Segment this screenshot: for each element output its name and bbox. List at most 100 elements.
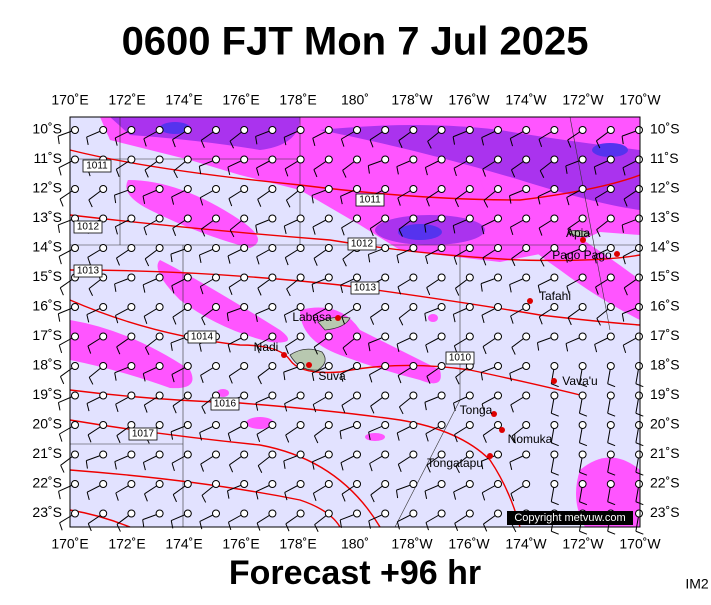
barb-station <box>550 391 559 400</box>
barb-flag <box>567 139 572 148</box>
barb-flag <box>510 404 514 413</box>
barb-flag <box>551 530 559 535</box>
barb-station <box>494 509 502 518</box>
barb-flag <box>426 376 431 384</box>
barb-flag <box>398 317 404 326</box>
barb-station <box>240 303 249 311</box>
barb-flag <box>57 402 61 411</box>
place-dot <box>614 251 620 257</box>
barb-station <box>381 273 390 282</box>
lat-label-right: 18˚S <box>650 357 680 373</box>
barb-station <box>465 509 474 518</box>
barb-station <box>155 480 164 488</box>
rain-moderate <box>110 117 640 245</box>
barb-station <box>240 450 249 459</box>
barb-station <box>324 480 333 488</box>
barb-flag <box>229 229 235 238</box>
barb-flag <box>229 140 235 149</box>
barb-station <box>268 509 277 518</box>
barb-station <box>99 214 108 223</box>
barb-station <box>324 362 333 370</box>
barb-flag <box>510 169 516 178</box>
barb-station <box>71 155 79 164</box>
lat-label-right: 12˚S <box>650 180 680 196</box>
barb-station <box>296 480 305 488</box>
place-dot <box>551 378 557 384</box>
barb-station <box>240 185 249 193</box>
barb-flag <box>201 406 206 414</box>
place-dot <box>491 411 497 417</box>
barb-flag <box>369 463 373 472</box>
barb-station <box>268 244 277 252</box>
barb-station <box>494 450 502 459</box>
barb-flag <box>607 501 616 506</box>
isobars <box>69 149 641 528</box>
barb-flag <box>313 346 318 355</box>
isobar-label-box <box>355 193 385 207</box>
barb-station <box>606 450 615 459</box>
lat-label-left: 17˚S <box>32 327 62 343</box>
lat-label-left: 20˚S <box>32 416 62 432</box>
barb-station <box>268 185 277 193</box>
barb-flag <box>509 373 512 382</box>
barb-station <box>465 126 474 134</box>
place-dot <box>527 298 533 304</box>
barb-station <box>127 273 136 282</box>
barb-flag <box>312 226 316 235</box>
place-name: Apia <box>566 226 590 240</box>
barb-station <box>99 332 108 341</box>
barb-station <box>437 126 446 134</box>
barb-station <box>381 509 390 518</box>
lon-label-top: 176˚E <box>222 92 259 108</box>
barb-flag <box>172 405 177 414</box>
barb-station <box>353 480 361 488</box>
barb-flag <box>57 136 60 145</box>
lon-label-top: 176˚W <box>448 92 490 108</box>
isobar-label: 1016 <box>214 399 237 410</box>
barb-flag <box>594 344 598 353</box>
barb-station <box>635 244 643 252</box>
barb-flag <box>59 287 64 296</box>
barb-station <box>155 273 164 282</box>
barb-station <box>494 303 502 311</box>
barb-station <box>409 273 418 282</box>
map-area: 1011 1011 1012 1012 1013 1013 1014 1010 1016 1017… <box>57 116 644 535</box>
barb-flag <box>114 461 117 470</box>
barb-flag <box>511 347 516 355</box>
barb-flag <box>227 166 231 176</box>
barb-flag <box>284 492 288 501</box>
barb-flag <box>144 169 149 178</box>
barb-flag <box>455 465 460 474</box>
place-name: Tongatapu <box>427 456 483 470</box>
barb-flag <box>255 402 259 411</box>
barb-flag <box>370 494 375 503</box>
barb-station <box>183 362 192 370</box>
barb-station <box>99 303 108 311</box>
barb-flag <box>313 435 319 444</box>
barb-flag <box>116 435 121 444</box>
lon-label-top: 178˚E <box>279 92 316 108</box>
barb-flag <box>312 315 316 324</box>
barb-station <box>268 421 277 429</box>
barb-station <box>240 332 249 341</box>
barb-flag <box>60 465 65 473</box>
barb-flag <box>170 254 173 263</box>
barb-station <box>437 214 446 223</box>
isobar-label-box <box>445 351 475 365</box>
barb-flag <box>509 227 514 236</box>
barb-flag <box>511 435 517 444</box>
isobar-label-box <box>347 237 377 251</box>
place-dot <box>580 237 586 243</box>
barb-station <box>578 391 587 400</box>
barb-flag <box>454 199 459 208</box>
barb-station <box>606 362 615 370</box>
barb-flag <box>537 196 541 205</box>
barb-flag <box>171 463 175 472</box>
barb-flag <box>342 347 348 356</box>
barb-flag <box>369 228 374 237</box>
barb-flag <box>88 377 94 385</box>
barb-station <box>268 391 277 400</box>
barb-station <box>240 421 249 429</box>
barb-station <box>212 480 220 488</box>
isobar-label-box <box>210 397 240 411</box>
